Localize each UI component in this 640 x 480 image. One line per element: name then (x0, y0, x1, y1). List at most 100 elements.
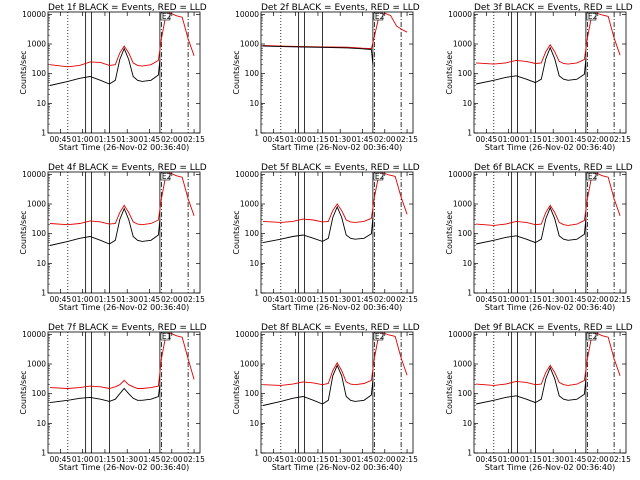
x-tick-label: 01:45 (352, 455, 374, 464)
y-tick-label: 10 (462, 99, 472, 108)
plot-frame (47, 171, 201, 294)
y-tick-label: 1 (467, 449, 472, 458)
marker-label-box (160, 12, 171, 21)
x-tick-label: 01:15 (520, 295, 542, 304)
y-axis-label: Counts/sec (232, 370, 241, 414)
x-tick-label: 01:15 (307, 135, 329, 144)
marker-label: E1 (162, 332, 172, 341)
x-tick-label: 02:00 (374, 135, 396, 144)
x-tick-label: 02:00 (161, 455, 183, 464)
events-series-line (262, 364, 374, 406)
series-group (262, 172, 408, 244)
x-tick-label: 01:00 (72, 295, 94, 304)
y-axis-label: Counts/sec (445, 210, 454, 254)
panel-title: Det 8f BLACK = Events, RED = LLD (261, 323, 420, 333)
y-tick-label: 1 (41, 449, 46, 458)
series-group (262, 332, 408, 406)
marker-label-box (373, 12, 384, 21)
marker-label-box (160, 332, 171, 341)
y-tick-label: 10 (462, 419, 472, 428)
marker-lines (67, 332, 189, 453)
x-tick-label: 01:00 (285, 135, 307, 144)
lld-series-line (475, 332, 621, 386)
y-axis-label: Counts/sec (445, 50, 454, 94)
lld-series-line (49, 12, 195, 68)
x-tick-label: 01:15 (94, 135, 116, 144)
plot-frame (47, 331, 201, 454)
panel-title: Det 9f BLACK = Events, RED = LLD (474, 323, 633, 333)
x-tick-label: 01:15 (307, 455, 329, 464)
x-tick-label: 01:00 (72, 135, 94, 144)
x-axis-label: Start Time (26-Nov-02 00:36:40) (59, 463, 189, 472)
x-tick-label: 01:00 (498, 455, 520, 464)
x-tick-label: 02:00 (161, 135, 183, 144)
marker-lines (280, 172, 402, 293)
x-tick-label: 01:45 (352, 295, 374, 304)
plot-frame (260, 11, 414, 134)
x-tick-label: 02:15 (183, 135, 205, 144)
x-tick-label: 01:15 (307, 295, 329, 304)
marker-label-box (586, 172, 597, 181)
y-tick-label: 1 (467, 129, 472, 138)
marker-label: E2 (162, 12, 172, 21)
x-axis-label: Start Time (26-Nov-02 00:36:40) (272, 463, 402, 472)
y-tick-label: 10 (462, 259, 472, 268)
y-tick-label: 10000 (235, 170, 259, 179)
y-tick-label: 100 (458, 69, 473, 78)
x-tick-label: 00:45 (476, 295, 498, 304)
marker-lines (493, 172, 615, 293)
y-axis-label: Counts/sec (19, 50, 28, 94)
x-tick-label: 01:15 (520, 455, 542, 464)
x-tick-label: 02:15 (183, 455, 205, 464)
lld-series-line (49, 332, 195, 389)
x-tick-label: 00:45 (263, 135, 285, 144)
marker-label: E2 (588, 332, 598, 341)
y-tick-label: 10000 (448, 330, 472, 339)
panel-title: Det 3f BLACK = Events, RED = LLD (474, 3, 633, 13)
plot-frame (473, 171, 627, 294)
marker-label-box (373, 332, 384, 341)
marker-label-box (373, 172, 384, 181)
x-axis-label: Start Time (26-Nov-02 00:36:40) (59, 303, 189, 312)
lld-series-line (475, 12, 621, 65)
x-tick-label: 01:45 (139, 455, 161, 464)
y-tick-label: 100 (458, 389, 473, 398)
y-tick-label: 1 (254, 129, 259, 138)
marker-lines (67, 172, 189, 293)
x-tick-label: 01:30 (542, 455, 564, 464)
x-tick-label: 01:00 (285, 295, 307, 304)
x-tick-label: 01:15 (94, 455, 116, 464)
x-tick-label: 00:45 (476, 455, 498, 464)
y-tick-label: 100 (32, 389, 47, 398)
y-tick-label: 10000 (448, 10, 472, 19)
y-tick-label: 1000 (240, 40, 259, 49)
x-tick-label: 02:15 (396, 295, 418, 304)
x-tick-label: 01:30 (329, 455, 351, 464)
lld-series-line (475, 172, 621, 226)
x-tick-label: 01:45 (565, 135, 587, 144)
series-group (49, 172, 195, 246)
events-series-line (475, 366, 587, 405)
y-axis-label: Counts/sec (445, 370, 454, 414)
x-tick-label: 02:15 (396, 455, 418, 464)
y-tick-label: 10000 (448, 170, 472, 179)
plot-frame (473, 331, 627, 454)
panel-title: Det 6f BLACK = Events, RED = LLD (474, 163, 633, 173)
x-tick-label: 02:00 (374, 455, 396, 464)
y-tick-label: 100 (245, 229, 260, 238)
x-axis-label: Start Time (26-Nov-02 00:36:40) (485, 143, 615, 152)
y-axis-label: Counts/sec (232, 210, 241, 254)
x-tick-label: 02:15 (396, 135, 418, 144)
y-tick-label: 10000 (22, 170, 46, 179)
events-series-line (262, 205, 374, 244)
y-tick-label: 1000 (453, 360, 472, 369)
x-tick-label: 02:00 (161, 295, 183, 304)
y-tick-label: 1 (254, 449, 259, 458)
x-tick-label: 01:00 (72, 455, 94, 464)
marker-label: E2 (588, 172, 598, 181)
events-series-line (262, 45, 374, 65)
x-tick-label: 01:15 (94, 295, 116, 304)
panel-title: Det 5f BLACK = Events, RED = LLD (261, 163, 420, 173)
x-tick-label: 01:00 (498, 295, 520, 304)
